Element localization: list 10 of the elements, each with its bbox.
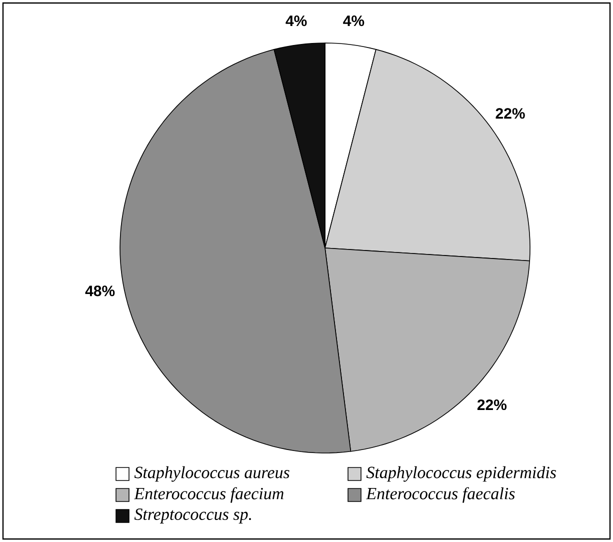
legend-label: Enterococcus faecium xyxy=(134,487,284,503)
legend-label: Staphylococcus epidermidis xyxy=(366,466,556,482)
legend-label: Staphylococcus aureus xyxy=(134,466,290,482)
legend-label: Enterococcus faecalis xyxy=(366,487,515,503)
data-label: 4% xyxy=(343,16,364,26)
data-label: 22% xyxy=(477,399,507,410)
data-label: 22% xyxy=(496,108,525,119)
legend-label: Streptococcus sp. xyxy=(134,508,252,524)
data-label: 4% xyxy=(286,16,307,26)
data-label: 48% xyxy=(85,286,115,296)
